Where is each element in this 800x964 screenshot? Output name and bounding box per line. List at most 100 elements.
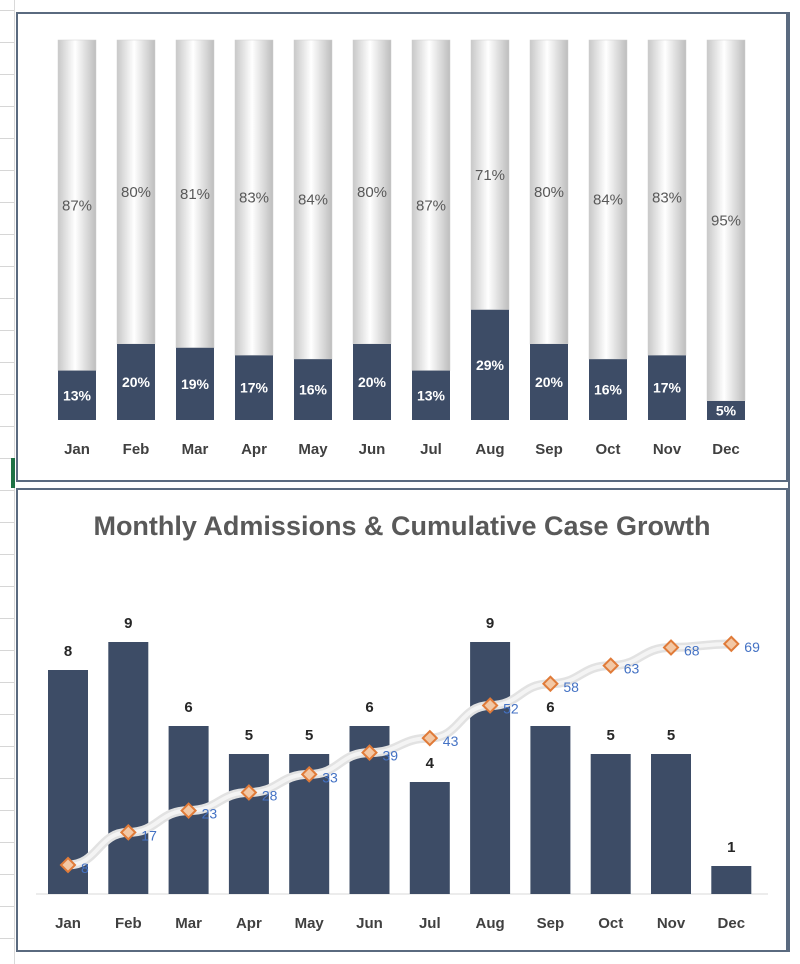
x-tick-label: Jun: [356, 915, 383, 932]
bar-lower-apr[interactable]: [235, 355, 273, 420]
x-tick-label: Aug: [475, 441, 504, 458]
cumulative-marker[interactable]: [119, 823, 137, 841]
bar-lower-feb[interactable]: [117, 344, 155, 420]
cumulative-value-label: 23: [202, 806, 218, 822]
cumulative-marker[interactable]: [662, 639, 680, 656]
x-tick-label: Apr: [241, 441, 267, 458]
row-divider: [0, 714, 14, 715]
bar-upper-dec[interactable]: [706, 39, 746, 402]
bar-upper-mar[interactable]: [175, 39, 215, 349]
row-divider: [0, 650, 14, 651]
cumulative-marker[interactable]: [59, 856, 77, 874]
row-divider: [0, 586, 14, 587]
row-divider: [0, 266, 14, 267]
bar-upper-apr[interactable]: [234, 39, 274, 356]
bar-value-label: 5: [245, 727, 253, 744]
bar-upper-sep[interactable]: [529, 39, 569, 345]
bar-lower-sep[interactable]: [530, 344, 568, 420]
bar-upper-jun[interactable]: [352, 39, 392, 345]
x-tick-label: Sep: [535, 441, 563, 458]
row-divider: [0, 490, 14, 491]
x-tick-label: Oct: [598, 915, 623, 932]
cumulative-line[interactable]: [66, 641, 734, 867]
bar-lower-jan[interactable]: [58, 370, 96, 420]
cumulative-value-label: 52: [503, 701, 519, 717]
label-upper-jul: 87%: [416, 197, 446, 214]
bar-aug[interactable]: [470, 642, 511, 894]
bar-oct[interactable]: [590, 754, 631, 894]
selected-row-marker: [11, 458, 15, 488]
cumulative-value-label: 28: [262, 788, 278, 804]
bar-lower-aug[interactable]: [471, 309, 509, 420]
bar-apr[interactable]: [228, 754, 269, 894]
row-divider: [0, 330, 14, 331]
label-upper-jan: 87%: [62, 197, 92, 214]
bar-lower-jun[interactable]: [353, 344, 391, 420]
bar-upper-may[interactable]: [293, 39, 333, 360]
cumulative-value-label: 8: [81, 860, 89, 876]
x-tick-label: Sep: [537, 915, 565, 932]
x-tick-label: May: [298, 441, 328, 458]
x-tick-label: May: [295, 915, 325, 932]
x-tick-label: Jul: [419, 915, 441, 932]
bar-lower-nov[interactable]: [648, 355, 686, 420]
row-divider: [0, 682, 14, 683]
admissions-combo-chart[interactable]: Monthly Admissions & Cumulative Case Gro…: [16, 488, 788, 952]
bar-lower-mar[interactable]: [176, 347, 214, 420]
bar-upper-jan[interactable]: [57, 39, 97, 371]
x-tick-label: Mar: [175, 915, 202, 932]
bar-value-label: 4: [426, 755, 435, 772]
bar-value-label: 5: [667, 727, 675, 744]
cumulative-marker[interactable]: [421, 729, 439, 747]
cumulative-value-label: 43: [443, 733, 459, 749]
row-divider: [0, 810, 14, 811]
bar-lower-may[interactable]: [294, 359, 332, 420]
bar-upper-nov[interactable]: [647, 39, 687, 356]
cumulative-marker[interactable]: [722, 635, 740, 653]
label-upper-aug: 71%: [475, 167, 505, 184]
row-divider: [0, 298, 14, 299]
bar-nov[interactable]: [651, 754, 691, 894]
cumulative-marker[interactable]: [602, 657, 620, 675]
row-divider: [0, 234, 14, 235]
cumulative-marker[interactable]: [361, 744, 378, 762]
bar-value-label: 5: [607, 727, 615, 744]
bar-lower-jul[interactable]: [412, 370, 450, 420]
x-tick-label: Feb: [115, 915, 142, 932]
row-divider: [0, 426, 14, 427]
x-tick-label: Jan: [55, 915, 81, 932]
bar-value-label: 8: [64, 643, 72, 660]
row-divider: [0, 106, 14, 107]
cumulative-marker[interactable]: [541, 675, 559, 693]
admissions-combo-plot: 8 Jan 9 Feb 6 Mar 5 Apr 5 May 6 Jun 4 Jul 9 Aug 6 Sep 5 Oct…: [36, 615, 768, 932]
cumulative-marker[interactable]: [240, 784, 258, 801]
row-divider: [0, 362, 14, 363]
bar-sep[interactable]: [530, 726, 571, 894]
bar-upper-feb[interactable]: [116, 39, 156, 345]
bar-upper-aug[interactable]: [470, 39, 510, 311]
cumulative-marker[interactable]: [300, 765, 318, 783]
x-tick-label: Mar: [182, 441, 209, 458]
cumulative-marker[interactable]: [180, 802, 198, 820]
bar-upper-oct[interactable]: [588, 39, 628, 360]
row-divider: [0, 138, 14, 139]
bar-value-label: 1: [727, 839, 735, 856]
bar-dec[interactable]: [711, 866, 752, 894]
cumulative-value-label: 63: [624, 661, 640, 677]
cumulative-marker[interactable]: [481, 697, 499, 714]
label-lower-jan: 13%: [63, 387, 92, 403]
label-lower-apr: 17%: [240, 380, 269, 396]
bar-lower-dec[interactable]: [707, 401, 745, 420]
cumulative-value-label: 58: [563, 679, 579, 695]
label-lower-oct: 16%: [594, 382, 623, 398]
x-tick-label: Aug: [476, 915, 505, 932]
bar-feb[interactable]: [108, 642, 149, 894]
label-upper-dec: 95%: [711, 213, 741, 230]
bar-jul[interactable]: [409, 782, 450, 894]
bar-lower-oct[interactable]: [589, 359, 627, 420]
x-tick-label: Dec: [718, 915, 746, 932]
stacked-percentage-chart[interactable]: 87% 13% Jan 80% 20% Feb 81% 19% Mar 83% 17% Apr 84% 1…: [16, 12, 788, 482]
cumulative-value-label: 33: [322, 769, 338, 785]
cumulative-value-label: 17: [141, 827, 157, 843]
label-upper-apr: 83%: [239, 190, 269, 207]
